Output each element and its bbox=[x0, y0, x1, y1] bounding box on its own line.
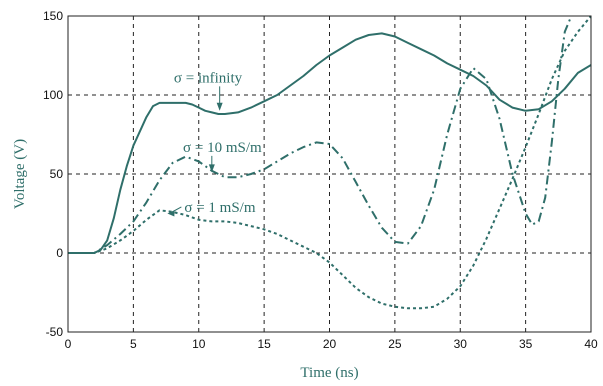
annotation-arrow-head bbox=[216, 102, 223, 111]
annotation-label: σ = 10 mS/m bbox=[183, 140, 262, 156]
x-tick-label: 40 bbox=[584, 337, 598, 351]
annotation-label: σ = 1 mS/m bbox=[184, 200, 255, 216]
data-series bbox=[68, 16, 591, 310]
annotations: σ = infinity σ = 10 mS/m σ = 1 mS/m bbox=[167, 70, 262, 217]
x-tick-label: 15 bbox=[257, 337, 271, 351]
y-tick-label: 50 bbox=[50, 167, 64, 181]
x-tick-label: 30 bbox=[454, 337, 468, 351]
x-tick-label: 5 bbox=[130, 337, 137, 351]
y-tick-label: 0 bbox=[56, 246, 63, 260]
y-tick-label: 150 bbox=[43, 9, 63, 23]
annotation-arrow-head bbox=[208, 164, 215, 173]
y-axis-title: Voltage (V) bbox=[12, 139, 28, 209]
annotation-label: σ = infinity bbox=[174, 70, 243, 86]
series-line-3 bbox=[68, 16, 591, 310]
x-tick-label: 35 bbox=[519, 337, 533, 351]
y-tick-label: -50 bbox=[46, 325, 64, 339]
y-tick-label: 100 bbox=[43, 88, 63, 102]
x-tick-label: 20 bbox=[323, 337, 337, 351]
x-tick-label: 10 bbox=[192, 337, 206, 351]
series-line-2 bbox=[68, 16, 573, 254]
x-tick-label: 0 bbox=[65, 337, 72, 351]
grid-lines bbox=[68, 16, 591, 332]
x-tick-label: 25 bbox=[388, 337, 402, 351]
plot-frame bbox=[67, 15, 592, 333]
annotation-arrow-head bbox=[167, 210, 175, 217]
x-axis-title: Time (ns) bbox=[300, 365, 358, 381]
